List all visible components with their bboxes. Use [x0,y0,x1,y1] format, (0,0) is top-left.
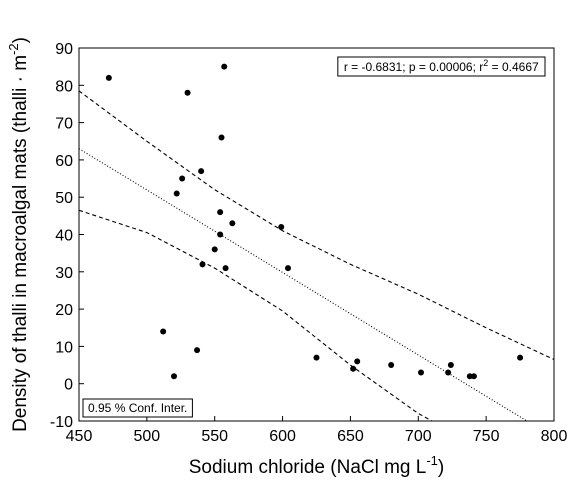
stats-text: r = -0.6831; p = 0.00006; r2 = 0.4667 [344,58,539,74]
upper-confidence-band [79,90,554,360]
y-tick-label: 50 [55,190,73,207]
data-point [447,362,454,369]
stats-box [337,56,546,77]
data-point [218,134,225,141]
y-axis-label: Density of thalli in macroalgal mats (th… [6,37,31,432]
data-point [222,265,229,272]
data-points [105,63,524,380]
x-tick-label: 800 [541,428,568,445]
y-tick-label: 40 [55,228,73,245]
data-point [184,89,191,96]
lower-confidence-band [79,209,434,421]
data-point [517,354,524,361]
x-tick-label: 450 [66,428,93,445]
y-tick-label: 80 [55,78,73,95]
y-tick-label: -10 [50,414,73,431]
data-point [217,209,224,216]
y-tick-label: 20 [55,302,73,319]
data-point [418,369,424,376]
y-tick-label: 60 [55,153,73,170]
data-point [350,365,357,372]
y-tick-label: 10 [55,339,73,356]
regression-line [79,148,528,421]
data-point [445,369,452,376]
data-point [211,246,218,253]
data-point [160,328,167,335]
data-point [179,175,186,182]
data-point [313,354,320,361]
x-tick-label: 600 [269,428,296,445]
x-tick-label: 700 [405,428,432,445]
data-point [198,168,205,175]
y-tick-label: 0 [64,377,73,394]
conf-text: 0.95 % Conf. Inter. [88,401,187,415]
data-point [194,347,201,354]
conf-box [82,398,193,418]
y-axis-ticks: -10 0 10 20 30 40 50 60 70 80 90 [50,41,84,431]
data-point [285,265,291,272]
x-axis-label: Sodium chloride (NaCl mg L-1) [189,453,444,478]
data-point [171,373,177,380]
y-tick-label: 90 [55,41,73,58]
data-point [229,220,236,227]
data-point [354,358,361,365]
data-point [199,261,206,268]
data-point [217,231,224,238]
data-point [173,190,180,197]
x-tick-label: 750 [473,428,500,445]
plot-frame [78,47,555,422]
data-point [105,74,112,81]
x-axis-ticks: 450 500 550 600 650 700 750 800 [66,416,568,445]
data-point [388,362,395,369]
conf-annotation: 0.95 % Conf. Inter. [82,398,193,418]
y-tick-label: 70 [55,116,73,133]
y-tick-label: 30 [55,265,73,282]
x-tick-label: 550 [201,428,228,445]
stats-annotation: r = -0.6831; p = 0.00006; r2 = 0.4667 [337,56,546,77]
x-tick-label: 500 [134,428,161,445]
fit-lines [79,90,554,421]
x-tick-label: 650 [337,428,364,445]
data-point [278,224,285,231]
data-point [221,63,228,70]
data-point [470,373,477,380]
